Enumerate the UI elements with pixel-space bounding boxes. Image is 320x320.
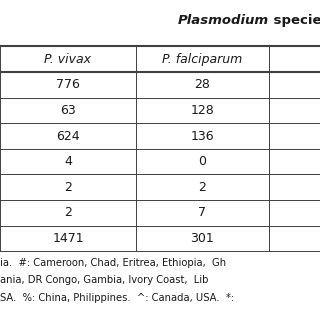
Text: 136: 136: [191, 130, 214, 142]
Text: ania, DR Congo, Gambia, Ivory Coast,  Lib: ania, DR Congo, Gambia, Ivory Coast, Lib: [0, 275, 208, 285]
Text: 776: 776: [56, 78, 80, 91]
Text: Plasmodium: Plasmodium: [178, 14, 269, 27]
Text: SA.  %: China, Philippines.  ^: Canada, USA.  *:: SA. %: China, Philippines. ^: Canada, US…: [0, 293, 234, 303]
Text: P. falciparum: P. falciparum: [162, 53, 243, 66]
Text: 7: 7: [198, 206, 206, 219]
Text: ia.  #: Cameroon, Chad, Eritrea, Ethiopia,  Gh: ia. #: Cameroon, Chad, Eritrea, Ethiopia…: [0, 258, 226, 268]
Text: P. vivax: P. vivax: [44, 53, 92, 66]
Text: 28: 28: [195, 78, 210, 91]
Text: species: species: [269, 14, 320, 27]
Text: 1471: 1471: [52, 232, 84, 245]
Text: 301: 301: [190, 232, 214, 245]
Text: 63: 63: [60, 104, 76, 117]
Text: 624: 624: [56, 130, 80, 142]
Text: 2: 2: [198, 181, 206, 194]
Text: 2: 2: [64, 206, 72, 219]
Text: 2: 2: [64, 181, 72, 194]
Text: 0: 0: [198, 155, 206, 168]
Text: 4: 4: [64, 155, 72, 168]
Text: 128: 128: [190, 104, 214, 117]
